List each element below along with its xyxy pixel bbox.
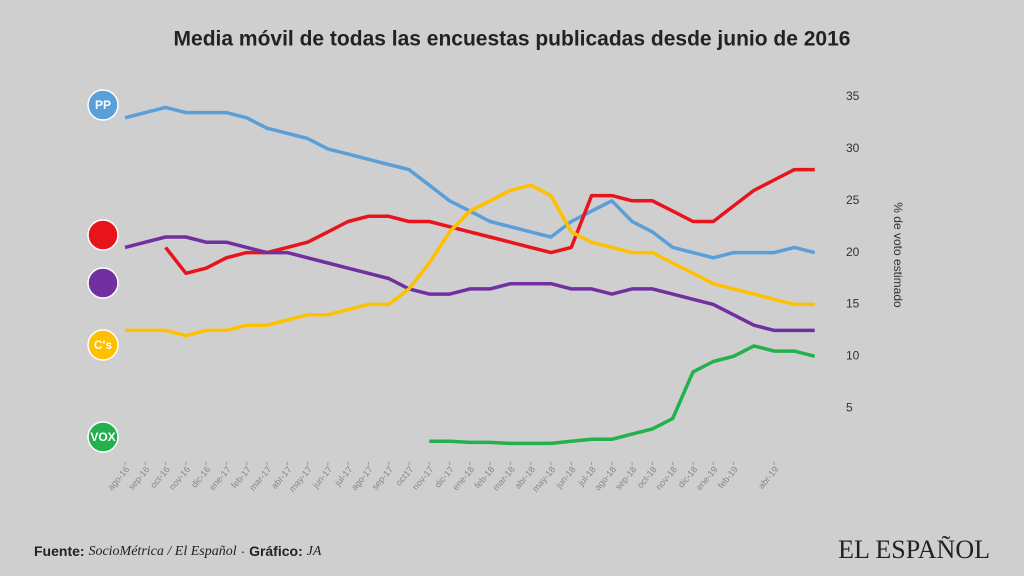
y-axis-label: % de voto estimado bbox=[891, 202, 905, 308]
credit-label: Gráfico: bbox=[249, 543, 303, 559]
credit: JA bbox=[307, 544, 322, 559]
legend-label: C's bbox=[94, 338, 113, 352]
y-tick-label: 35 bbox=[846, 89, 860, 103]
y-tick-label: 15 bbox=[846, 297, 860, 311]
y-tick-label: 25 bbox=[846, 193, 860, 207]
legend-icon: VOX bbox=[87, 421, 119, 453]
legend-label: PP bbox=[95, 98, 111, 112]
footer: Fuente: SocioMétrica / El Español · Gráf… bbox=[34, 543, 322, 560]
series-line bbox=[429, 344, 816, 446]
chart-title: Media móvil de todas las encuestas publi… bbox=[174, 28, 851, 51]
legend-icon bbox=[87, 219, 119, 251]
legend-swatch bbox=[87, 267, 119, 299]
source: SocioMétrica / El Español bbox=[88, 544, 236, 559]
legend-swatch bbox=[87, 89, 119, 121]
y-tick-label: 5 bbox=[846, 400, 853, 414]
y-tick-label: 20 bbox=[846, 245, 860, 259]
separator: · bbox=[241, 543, 246, 559]
logo: EL ESPAÑOL bbox=[838, 535, 990, 564]
legend-icon: C's bbox=[87, 329, 119, 361]
series-line bbox=[124, 235, 815, 333]
y-tick-label: 10 bbox=[846, 348, 860, 362]
legend-icon bbox=[87, 267, 119, 299]
legend-label: VOX bbox=[90, 430, 115, 444]
legend-swatch bbox=[87, 219, 119, 251]
legend-swatch bbox=[87, 329, 119, 361]
source-label: Fuente: bbox=[34, 543, 85, 559]
legend-icon: PP bbox=[87, 89, 119, 121]
series-line bbox=[125, 183, 815, 338]
legend-swatch bbox=[87, 421, 119, 453]
y-tick-label: 30 bbox=[846, 141, 860, 155]
